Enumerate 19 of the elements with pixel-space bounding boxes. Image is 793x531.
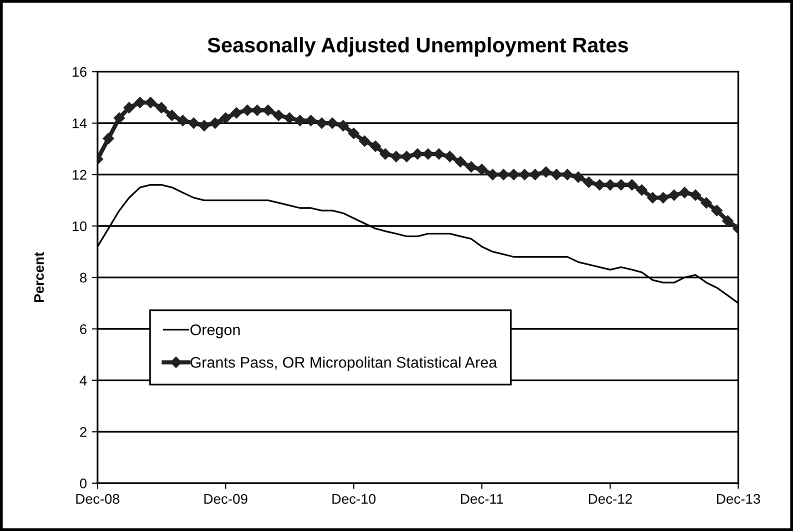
x-tick-label: Dec-10 [332, 494, 376, 504]
y-tick-label: 0 [80, 478, 87, 488]
x-tick-label: Dec-11 [461, 494, 503, 504]
y-tick-label: 8 [80, 272, 87, 283]
x-tick-label: Dec-13 [717, 494, 760, 504]
y-tick-label: 6 [80, 324, 87, 334]
y-tick-label: 12 [72, 170, 86, 180]
y-tick-label: 2 [80, 427, 86, 437]
y-tick-label: 10 [72, 221, 87, 232]
legend-label: Grants Pass, OR Micropolitan Statistical Area [190, 356, 498, 371]
y-tick-label: 16 [72, 67, 87, 77]
x-tick-label: Dec-09 [204, 494, 248, 504]
y-tick-label: 14 [72, 118, 87, 128]
x-tick-label: Dec-12 [588, 494, 632, 504]
legend-label: Oregon [190, 324, 240, 338]
y-axis-title: Percent [34, 252, 44, 302]
y-tick-label: 4 [80, 376, 87, 386]
chart-title: Seasonally Adjusted Unemployment Rates [208, 37, 628, 57]
x-tick-label: Dec-08 [76, 494, 120, 504]
